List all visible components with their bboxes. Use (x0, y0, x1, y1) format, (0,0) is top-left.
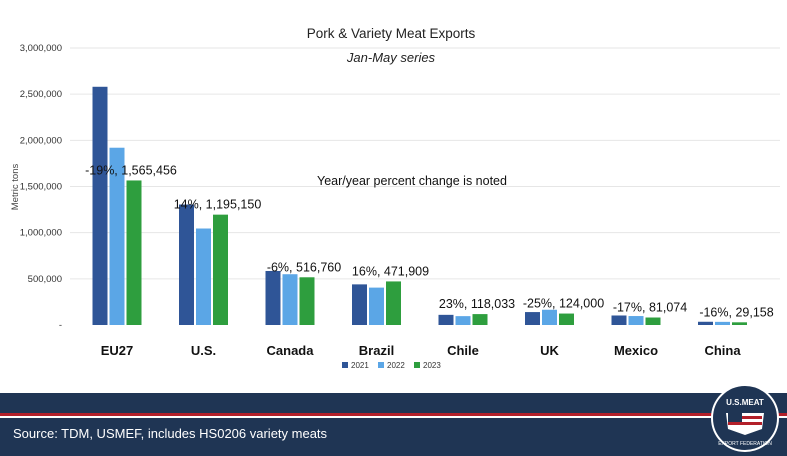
bar-canada-2023 (299, 277, 315, 325)
footer-red-stripe (0, 413, 787, 416)
bar-uk-2022 (542, 309, 557, 325)
category-label: Chile (447, 343, 479, 358)
bar-china-2021 (698, 321, 713, 325)
data-label: -19%, 1,565,456 (85, 163, 177, 177)
footer: Source: TDM, USMEF, includes HS0206 vari… (0, 384, 787, 456)
bar-us-2023 (213, 214, 228, 325)
legend-entry: 2021 (351, 361, 369, 370)
chart: - 500,000 1,000,000 1,500,000 2,000,000 2,500… (10, 26, 780, 370)
data-label: -17%, 81,074 (613, 301, 687, 315)
bars (92, 86, 747, 325)
data-labels: -19%, 1,565,456 14%, 1,195,150 -6%, 516,76… (85, 163, 774, 319)
footer-top-bar (0, 393, 787, 413)
bar-brazil-2022 (369, 287, 384, 325)
legend-swatch (342, 362, 348, 368)
bar-mexico-2023 (645, 317, 661, 325)
legend-entry: 2022 (387, 361, 405, 370)
bar-canada-2022 (282, 274, 298, 325)
category-label: UK (540, 343, 559, 358)
category-label: EU27 (101, 343, 134, 358)
bar-mexico-2021 (611, 315, 627, 325)
bar-eu27-2023 (126, 180, 142, 325)
y-axis-label: Metric tons (10, 164, 21, 211)
y-tick-label: 1,500,000 (20, 182, 62, 193)
chart-subtitle: Jan-May series (346, 50, 436, 65)
category-label: Brazil (359, 343, 394, 358)
bar-mexico-2022 (628, 316, 644, 325)
data-label: -16%, 29,158 (699, 305, 773, 319)
y-tick-label: - (59, 320, 62, 331)
usmef-logo: U.S.MEAT EXPORT FEDERATION (711, 384, 779, 452)
category-label: Mexico (614, 343, 658, 358)
chart-note: Year/year percent change is noted (317, 174, 507, 188)
bar-us-2022 (196, 228, 211, 325)
logo-text-bottom: EXPORT FEDERATION (718, 441, 772, 447)
logo-text-top: U.S.MEAT (726, 398, 764, 407)
y-tick-label: 2,500,000 (20, 89, 62, 100)
bar-uk-2023 (559, 313, 574, 325)
x-axis-categories: EU27 U.S. Canada Brazil Chile UK Mexico China (101, 343, 742, 358)
footer-white-stripe (0, 416, 787, 418)
bar-us-2021 (179, 204, 194, 325)
bar-brazil-2021 (352, 284, 367, 325)
data-label: 23%, 118,033 (439, 297, 515, 311)
data-label: 16%, 471,909 (352, 264, 429, 278)
category-label: Canada (267, 343, 315, 358)
data-label: -6%, 516,760 (267, 260, 341, 274)
legend: 2021 2022 2023 (342, 361, 441, 370)
bar-chile-2021 (438, 314, 454, 325)
bar-chile-2023 (472, 314, 488, 325)
y-tick-label: 2,000,000 (20, 135, 62, 146)
category-label: U.S. (191, 343, 216, 358)
y-tick-label: 1,000,000 (20, 228, 62, 239)
y-tick-label: 3,000,000 (20, 43, 62, 54)
category-label: China (704, 343, 741, 358)
chart-title: Pork & Variety Meat Exports (307, 26, 476, 41)
bar-uk-2021 (525, 312, 540, 325)
bar-eu27-2022 (109, 147, 125, 325)
legend-swatch (378, 362, 384, 368)
y-axis-ticks: - 500,000 1,000,000 1,500,000 2,000,000 2,500… (20, 43, 62, 331)
bar-canada-2021 (265, 270, 281, 325)
bar-china-2023 (732, 322, 747, 325)
footer-main-bar (0, 418, 787, 456)
source-note: Source: TDM, USMEF, includes HS0206 vari… (13, 426, 328, 441)
y-tick-label: 500,000 (28, 274, 62, 285)
bar-eu27-2021 (92, 86, 108, 325)
data-label: -25%, 124,000 (523, 297, 604, 311)
data-label: 14%, 1,195,150 (174, 198, 262, 212)
bar-brazil-2023 (386, 281, 401, 325)
legend-entry: 2023 (423, 361, 441, 370)
bar-china-2022 (715, 321, 730, 325)
bar-chile-2022 (455, 316, 471, 325)
legend-swatch (414, 362, 420, 368)
